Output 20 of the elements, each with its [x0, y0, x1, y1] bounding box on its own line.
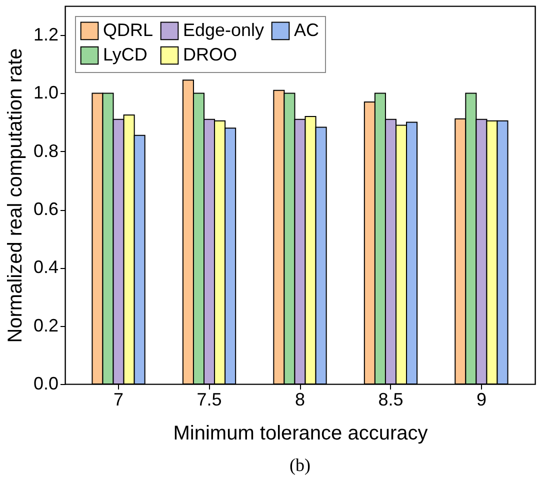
y-tick-label: 0.4: [33, 257, 58, 278]
y-tick-label: 0.0: [33, 374, 58, 394]
x-tick-label: 7: [114, 390, 124, 410]
legend-label: AC: [294, 20, 320, 40]
x-tick-label: 8: [294, 390, 306, 410]
y-tick-label: 0.8: [33, 140, 58, 161]
legend-label: QDRL: [103, 20, 154, 40]
y-tick-label: 1.2: [33, 24, 58, 45]
y-tick-label: 0.2: [33, 315, 58, 336]
legend-label: Edge-only: [183, 20, 264, 40]
x-tick-label: 9: [476, 390, 486, 410]
x-axis-title: Minimum tolerance accuracy: [173, 422, 428, 444]
legend-label: LyCD: [103, 44, 148, 64]
y-tick-label: 0.6: [33, 199, 58, 220]
x-tick-label: 7.5: [196, 390, 222, 410]
x-tick-label: 8.5: [378, 390, 404, 410]
legend-label: DROO: [183, 44, 237, 64]
y-axis-title: Normalized real computation rate: [4, 48, 26, 343]
text: (b): [290, 455, 310, 475]
y-tick-label: 1.0: [33, 82, 58, 103]
